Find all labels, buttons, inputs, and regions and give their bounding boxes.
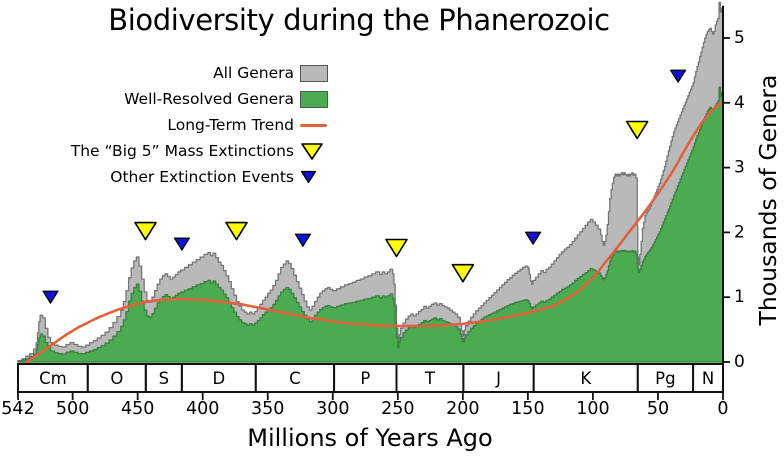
period-box-O [86,363,147,393]
big5-extinction-marker [225,221,248,241]
period-label-Cm: Cm [39,369,67,388]
period-box-C [254,363,336,393]
well-resolved-swatch [300,90,334,108]
x-tick-label: 150 [511,399,544,419]
trend-line-icon [300,123,327,127]
big5-extinction-marker [385,238,408,258]
legend-row-big5: The “Big 5” Mass Extinctions [0,138,334,164]
period-label-T: T [424,369,436,388]
period-box-Pg [636,363,695,393]
green-box-swatch [300,90,328,108]
period-label-Pg: Pg [655,369,675,388]
yellow-triangle-icon [301,142,323,160]
y-tick-label: 0 [734,352,745,372]
other-extinction-swatch [300,170,334,184]
big5-swatch [300,142,334,161]
other-extinction-marker [669,69,687,83]
x-tick-label: 300 [316,399,349,419]
period-label-K: K [580,369,592,388]
legend-label-all-genera: All Genera [213,64,294,82]
x-tick-label: 0 [717,399,728,419]
period-box-J [462,363,535,393]
x-tick-label: 200 [446,399,479,419]
period-label-S: S [159,369,169,388]
x-tick-label: 450 [121,399,154,419]
y-tick-label: 4 [734,93,745,113]
period-label-J: J [495,369,501,388]
legend-row-all-genera: All Genera [0,60,334,86]
big5-extinction-marker [625,120,649,140]
gray-box-swatch [300,64,328,82]
period-box-N [692,363,724,393]
chart-title: Biodiversity during the Phanerozoic [108,3,610,37]
period-label-O: O [110,369,123,388]
big5-extinction-marker [451,263,475,283]
trend-line-swatch [300,123,334,127]
other-extinction-marker [294,233,311,247]
period-label-D: D [212,369,225,388]
legend-label-well-resolved: Well-Resolved Genera [124,90,294,108]
x-tick-label: 542 [1,399,34,419]
period-label-P: P [360,369,370,388]
legend-label-big5: The “Big 5” Mass Extinctions [70,142,294,160]
x-tick-label: 400 [186,399,219,419]
all-genera-swatch [300,64,334,82]
x-axis-title: Millions of Years Ago [247,424,493,452]
big5-extinction-marker [134,221,157,241]
other-extinction-marker [524,231,542,245]
period-label-N: N [702,369,714,388]
period-box-T [395,363,465,393]
long-term-trend-line [25,100,725,364]
x-tick-label: 50 [647,399,669,419]
legend-row-trend: Long-Term Trend [0,112,334,138]
period-box-P [333,363,398,393]
period-label-C: C [289,369,301,388]
legend-row-other-extinctions: Other Extinction Events [0,164,334,190]
well-resolved-genera-area [17,86,724,363]
y-tick-label: 3 [734,158,745,178]
y-tick-label: 5 [734,28,745,48]
blue-triangle-icon [300,170,317,184]
period-box-D [180,363,257,393]
x-tick-label: 100 [576,399,609,419]
other-extinction-marker [42,290,59,304]
x-tick-label: 500 [56,399,89,419]
legend: All Genera Well-Resolved Genera Long-Ter… [0,60,334,190]
period-box-K [532,363,639,393]
x-tick-label: 350 [251,399,284,419]
legend-label-trend: Long-Term Trend [167,116,294,134]
y-tick-label: 1 [734,287,745,307]
y-axis-title: Thousands of Genera [754,75,782,327]
all-genera-area [17,1,724,363]
legend-row-well-resolved: Well-Resolved Genera [0,86,334,112]
x-tick-label: 250 [381,399,414,419]
y-tick-label: 2 [734,222,745,242]
other-extinction-marker [173,237,190,251]
legend-label-other-extinctions: Other Extinction Events [110,168,294,186]
